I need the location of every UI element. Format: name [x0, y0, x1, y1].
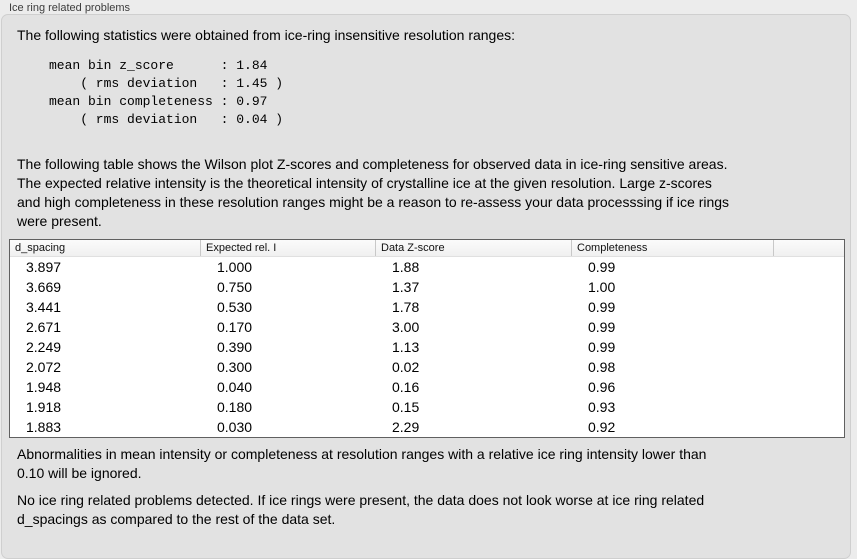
cell-completeness: 0.96	[588, 379, 616, 395]
cell-d-spacing: 2.249	[26, 339, 62, 355]
table-row[interactable]: 1.948 0.040 0.16 0.96	[10, 377, 844, 397]
cell-empty	[774, 417, 844, 437]
wilson-line: and high completeness in these resolutio…	[17, 194, 730, 210]
cell-data-z-score: 1.88	[392, 259, 420, 275]
cell-empty	[774, 397, 844, 417]
table-row[interactable]: 3.441 0.530 1.78 0.99	[10, 297, 844, 317]
table-row[interactable]: 1.883 0.030 2.29 0.92	[10, 417, 844, 437]
cell-expected-rel-i: 0.180	[217, 399, 253, 415]
intro-text: The following statistics were obtained f…	[17, 27, 516, 43]
stat-line: mean bin z_score : 1.84	[49, 58, 268, 73]
cell-expected-rel-i: 0.530	[217, 299, 253, 315]
cell-expected-rel-i: 0.170	[217, 319, 253, 335]
abnormalities-note: Abnormalities in mean intensity or compl…	[17, 445, 706, 483]
cell-expected-rel-i: 0.390	[217, 339, 253, 355]
column-header-data-z-score[interactable]: Data Z-score	[376, 240, 572, 256]
cell-empty	[774, 257, 844, 277]
cell-expected-rel-i: 0.040	[217, 379, 253, 395]
conclusion-note: No ice ring related problems detected. I…	[17, 491, 704, 529]
table-row[interactable]: 3.897 1.000 1.88 0.99	[10, 257, 844, 277]
cell-empty	[774, 297, 844, 317]
cell-empty	[774, 317, 844, 337]
wilson-line: The following table shows the Wilson plo…	[17, 156, 728, 172]
cell-expected-rel-i: 0.030	[217, 419, 253, 435]
conclusion-line: d_spacings as compared to the rest of th…	[17, 511, 336, 527]
cell-d-spacing: 2.072	[26, 359, 62, 375]
conclusion-line: No ice ring related problems detected. I…	[17, 492, 705, 508]
column-header-completeness[interactable]: Completeness	[572, 240, 774, 256]
cell-completeness: 0.99	[588, 319, 616, 335]
cell-completeness: 0.99	[588, 259, 616, 275]
ice-ring-table: d_spacing Expected rel. I Data Z-score C…	[9, 239, 845, 438]
table-row[interactable]: 2.249 0.390 1.13 0.99	[10, 337, 844, 357]
ice-ring-panel: The following statistics were obtained f…	[1, 14, 851, 559]
cell-d-spacing: 3.897	[26, 259, 62, 275]
stat-line: mean bin completeness : 0.97	[49, 94, 268, 109]
cell-expected-rel-i: 0.300	[217, 359, 253, 375]
column-header-expected-rel-i[interactable]: Expected rel. I	[201, 240, 376, 256]
statistics-block: mean bin z_score : 1.84 ( rms deviation …	[49, 57, 283, 129]
group-box-title: Ice ring related problems	[9, 2, 131, 14]
table-header-row: d_spacing Expected rel. I Data Z-score C…	[10, 240, 844, 257]
cell-data-z-score: 1.78	[392, 299, 420, 315]
cell-d-spacing: 1.883	[26, 419, 62, 435]
column-header-empty	[774, 240, 844, 256]
cell-data-z-score: 3.00	[392, 319, 420, 335]
cell-completeness: 0.99	[588, 339, 616, 355]
stat-line: ( rms deviation : 1.45 )	[49, 76, 284, 91]
cell-expected-rel-i: 1.000	[217, 259, 253, 275]
cell-expected-rel-i: 0.750	[217, 279, 253, 295]
cell-completeness: 1.00	[588, 279, 616, 295]
abnormalities-line: 0.10 will be ignored.	[17, 465, 142, 481]
cell-completeness: 0.92	[588, 419, 616, 435]
cell-d-spacing: 1.918	[26, 399, 62, 415]
cell-d-spacing: 2.671	[26, 319, 62, 335]
stat-line: ( rms deviation : 0.04 )	[49, 112, 284, 127]
wilson-line: The expected relative intensity is the t…	[17, 175, 712, 191]
cell-data-z-score: 1.37	[392, 279, 420, 295]
table-row[interactable]: 2.072 0.300 0.02 0.98	[10, 357, 844, 377]
cell-empty	[774, 377, 844, 397]
cell-completeness: 0.93	[588, 399, 616, 415]
cell-completeness: 0.98	[588, 359, 616, 375]
cell-completeness: 0.99	[588, 299, 616, 315]
cell-d-spacing: 3.669	[26, 279, 62, 295]
cell-empty	[774, 337, 844, 357]
table-row[interactable]: 1.918 0.180 0.15 0.93	[10, 397, 844, 417]
cell-data-z-score: 2.29	[392, 419, 420, 435]
cell-data-z-score: 0.02	[392, 359, 420, 375]
table-row[interactable]: 2.671 0.170 3.00 0.99	[10, 317, 844, 337]
cell-empty	[774, 277, 844, 297]
column-header-d-spacing[interactable]: d_spacing	[10, 240, 201, 256]
cell-empty	[774, 357, 844, 377]
cell-d-spacing: 3.441	[26, 299, 62, 315]
cell-data-z-score: 1.13	[392, 339, 420, 355]
abnormalities-line: Abnormalities in mean intensity or compl…	[17, 446, 707, 462]
wilson-line: were present.	[17, 213, 102, 229]
table-row[interactable]: 3.669 0.750 1.37 1.00	[10, 277, 844, 297]
cell-d-spacing: 1.948	[26, 379, 62, 395]
cell-data-z-score: 0.16	[392, 379, 420, 395]
wilson-paragraph: The following table shows the Wilson plo…	[17, 155, 729, 231]
cell-data-z-score: 0.15	[392, 399, 420, 415]
